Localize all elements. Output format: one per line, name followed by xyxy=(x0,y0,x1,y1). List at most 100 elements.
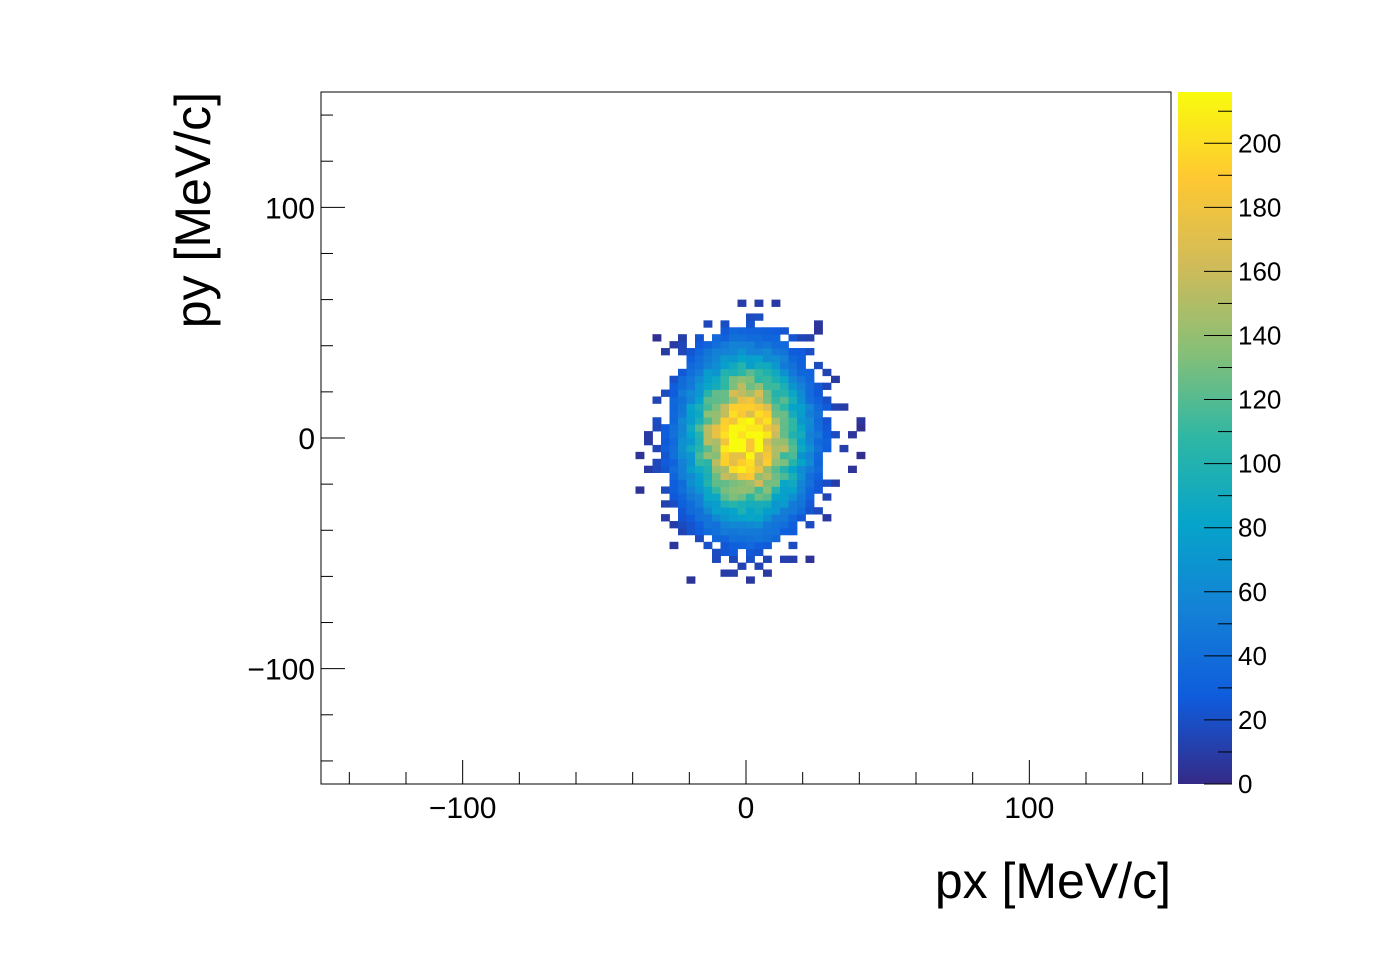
heatmap-cell xyxy=(780,451,789,460)
colorbar-tick-label: 60 xyxy=(1238,577,1267,607)
heatmap-cell xyxy=(712,389,721,397)
heatmap-cell xyxy=(669,424,679,432)
heatmap-cell xyxy=(720,403,730,411)
heatmap-cell xyxy=(712,396,721,404)
heatmap-cell xyxy=(720,541,730,550)
heatmap-cell xyxy=(695,472,704,480)
heatmap-cell xyxy=(720,472,730,480)
heatmap-cell xyxy=(746,548,755,557)
heatmap-cell xyxy=(737,507,747,515)
heatmap-cell xyxy=(729,541,738,550)
heatmap-cell xyxy=(797,361,806,370)
heatmap-cell xyxy=(686,486,696,494)
heatmap-cell xyxy=(686,389,696,397)
y-tick-label: −100 xyxy=(247,654,315,687)
heatmap-cell xyxy=(805,486,815,494)
heatmap-cell xyxy=(703,507,713,515)
heatmap-cell xyxy=(763,396,772,404)
heatmap-cell xyxy=(780,493,789,501)
heatmap-cell xyxy=(686,465,696,473)
heatmap-cell xyxy=(780,403,789,411)
heatmap-cell xyxy=(703,438,713,446)
heatmap-cell xyxy=(805,375,815,384)
heatmap-cell xyxy=(703,410,713,418)
heatmap-cell xyxy=(703,348,713,356)
colorbar-tick-label: 20 xyxy=(1238,705,1267,735)
heatmap-cell xyxy=(695,424,704,432)
heatmap-cell xyxy=(797,410,806,418)
heatmap-cell xyxy=(797,424,806,432)
heatmap-cell xyxy=(746,486,755,494)
colorbar xyxy=(1178,92,1232,784)
heatmap-cell xyxy=(669,486,679,494)
heatmap-cell xyxy=(754,548,764,557)
heatmap-cell xyxy=(729,431,738,439)
heatmap-cell xyxy=(729,493,738,501)
heatmap-cell xyxy=(737,493,747,501)
heatmap-cell xyxy=(669,500,679,508)
heatmap-cell xyxy=(788,465,798,473)
heatmap-cell xyxy=(771,299,781,307)
heatmap-cell xyxy=(729,479,738,487)
heatmap-cell xyxy=(814,424,823,432)
heatmap-cell xyxy=(797,403,806,411)
heatmap-cell xyxy=(678,368,687,377)
heatmap-cell xyxy=(746,527,755,536)
heatmap-cell xyxy=(678,341,687,349)
heatmap-cell xyxy=(763,527,772,536)
heatmap-cell xyxy=(788,500,798,508)
heatmap-cell xyxy=(754,368,764,377)
heatmap-cell xyxy=(788,396,798,404)
heatmap-cell xyxy=(763,444,772,453)
heatmap-cell xyxy=(788,382,798,390)
heatmap-cell xyxy=(746,479,755,487)
heatmap-cell xyxy=(729,555,738,563)
heatmap-cell xyxy=(788,521,798,529)
heatmap-cell xyxy=(771,368,781,377)
heatmap-cell xyxy=(720,389,730,397)
heatmap-cell xyxy=(729,444,738,453)
heatmap-cell xyxy=(712,444,721,453)
heatmap-cell xyxy=(763,417,772,425)
x-axis xyxy=(348,760,1144,784)
heatmap-cell xyxy=(720,368,730,377)
heatmap-cell xyxy=(695,375,704,384)
heatmap-cell xyxy=(805,472,815,480)
heatmap-cell xyxy=(720,521,730,529)
heatmap-cell xyxy=(780,382,789,390)
colorbar-tick-label: 180 xyxy=(1238,192,1281,222)
heatmap-cell xyxy=(754,438,764,446)
heatmap-cell xyxy=(763,521,772,529)
heatmap-cell xyxy=(661,444,670,453)
heatmap-cell xyxy=(814,389,823,397)
heatmap-cell xyxy=(763,389,772,397)
heatmap-cell xyxy=(797,451,806,460)
heatmap-cell xyxy=(754,348,764,356)
heatmap-cell xyxy=(746,507,755,515)
heatmap-cell xyxy=(780,500,789,508)
heatmap-cell xyxy=(703,396,713,404)
heatmap-cell xyxy=(686,500,696,508)
heatmap-cell xyxy=(695,334,704,342)
colorbar-tick-label: 40 xyxy=(1238,641,1267,671)
heatmap-cell xyxy=(720,514,730,522)
heatmap-cell xyxy=(695,389,704,397)
heatmap-cell xyxy=(678,348,687,356)
heatmap-cell xyxy=(678,444,687,453)
heatmap-cell xyxy=(712,479,721,487)
heatmap-cell xyxy=(695,444,704,453)
heatmap-cell xyxy=(729,534,738,543)
heatmap-cell xyxy=(814,507,823,515)
heatmap-cell xyxy=(712,354,721,363)
y-tick-labels: −100 0 100 xyxy=(247,192,315,686)
heatmap-cell xyxy=(712,382,721,390)
heatmap-cell xyxy=(712,465,721,473)
heatmap-cell xyxy=(669,396,679,404)
heatmap-cell xyxy=(729,424,738,432)
heatmap-cell xyxy=(780,479,789,487)
heatmap-cell xyxy=(763,569,772,577)
heatmap-cell xyxy=(788,486,798,494)
heatmap-cell xyxy=(695,527,704,536)
heatmap-cell xyxy=(805,493,815,501)
x-tick-label: 100 xyxy=(1004,792,1054,825)
